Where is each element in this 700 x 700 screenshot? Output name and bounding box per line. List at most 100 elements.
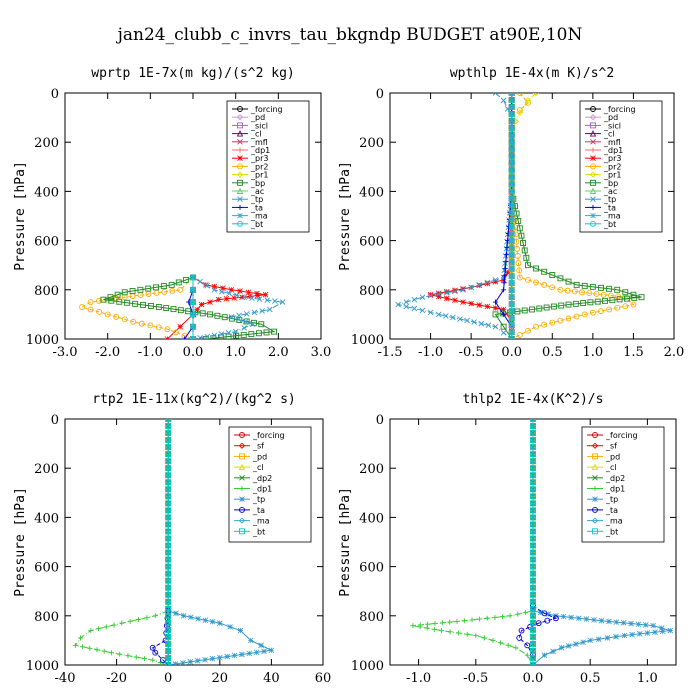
series-point (580, 300, 587, 307)
y-tick-label: 600 (34, 235, 59, 250)
series-point (500, 323, 507, 330)
series-point (108, 297, 115, 304)
budget-panel-3: rtp2 1E-11x(kg^2)/(kg^2 s) Pressure [hPa]… (13, 392, 331, 686)
series-point (530, 626, 536, 633)
series-point (508, 188, 515, 195)
series-point (522, 610, 528, 616)
series-point (152, 649, 159, 656)
series-point (447, 619, 453, 625)
series-point (101, 648, 107, 654)
legend-label: _pr2 (250, 162, 268, 171)
series-point (207, 299, 213, 305)
x-tick-label: -40 (55, 671, 76, 686)
series-point (530, 662, 536, 665)
series-point (560, 613, 567, 620)
series-point (202, 336, 209, 339)
legend-label: _ac (603, 187, 617, 196)
legend-marker (236, 130, 244, 137)
legend-marker (237, 163, 243, 170)
series-point (258, 321, 265, 328)
legend-label: _sicl (603, 121, 621, 130)
series-point (155, 304, 162, 310)
series-point (165, 521, 172, 528)
series-point (165, 640, 172, 647)
series-point (117, 651, 123, 657)
series-point (549, 284, 556, 291)
legend-marker (592, 474, 598, 481)
series-point (395, 301, 401, 308)
series-point (247, 637, 254, 644)
legend-label: _pr3 (603, 154, 621, 163)
series-point (136, 616, 142, 622)
series-point (177, 323, 183, 330)
series-point (524, 99, 531, 106)
series-point (127, 618, 133, 624)
series-point (508, 209, 515, 216)
series-point (124, 299, 131, 306)
series-point (516, 225, 523, 232)
series-point (537, 609, 544, 616)
series-point (613, 619, 620, 625)
series-point (165, 598, 172, 605)
series-point (225, 333, 232, 339)
series-point (114, 291, 121, 298)
legend-marker (237, 147, 243, 153)
series-point (121, 316, 128, 323)
legend-marker (590, 106, 596, 112)
series-point (198, 301, 205, 308)
series-point (141, 656, 147, 662)
series-point (530, 549, 536, 556)
series-point (530, 465, 536, 472)
series-point (630, 291, 637, 298)
series-point (481, 635, 487, 641)
series-point (439, 620, 445, 626)
series-point (614, 304, 621, 311)
series-point (573, 313, 580, 320)
legend-label: _cl (603, 130, 615, 139)
legend-label: _mfl (603, 138, 621, 147)
series-point (165, 486, 172, 493)
series-point (476, 282, 483, 288)
legend-marker (239, 486, 245, 491)
series-point (169, 287, 176, 294)
series-point (532, 93, 540, 97)
legend-label: _ma (603, 212, 621, 221)
series-point (508, 195, 515, 202)
series-point (500, 330, 507, 336)
series-point (575, 615, 582, 622)
series-point (133, 654, 139, 660)
series-point (419, 307, 426, 314)
legend-marker (590, 212, 596, 219)
x-tick-label: 60 (315, 671, 332, 686)
series-point (516, 109, 523, 116)
series-point (502, 266, 508, 272)
series-point (165, 423, 172, 429)
series-point (492, 279, 499, 285)
series-point (535, 620, 542, 627)
series-point (485, 322, 492, 328)
legend-label: _pd (252, 452, 267, 461)
legend-label: _ac (250, 187, 264, 196)
series-point (504, 238, 510, 245)
series-point (163, 305, 170, 312)
series-point (262, 291, 269, 298)
x-tick-label: -1.0 (138, 345, 163, 360)
series-point (217, 654, 223, 661)
series-point (652, 629, 658, 635)
x-tick-label: 3.0 (311, 345, 332, 360)
legend-marker (590, 204, 596, 210)
series-point (165, 605, 172, 612)
series-point (199, 310, 206, 317)
series-point (515, 217, 522, 224)
series-point (508, 230, 515, 237)
series-point (530, 500, 536, 507)
series-point (550, 303, 557, 310)
series-point (228, 287, 235, 293)
legend-marker (237, 212, 243, 219)
series-point (508, 153, 515, 160)
series-point (594, 298, 601, 305)
series-point (508, 97, 515, 103)
series-point (268, 647, 275, 654)
series-point (165, 577, 172, 584)
series-point (207, 311, 214, 318)
